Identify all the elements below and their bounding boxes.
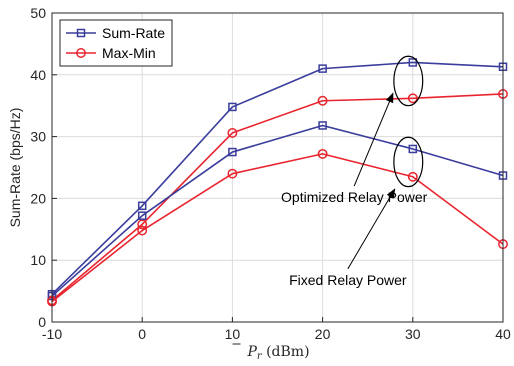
y-tick-label: 0	[38, 314, 46, 330]
annotation-ellipse	[393, 136, 424, 188]
series-line	[51, 124, 504, 297]
legend-item-sum-rate: Sum-Rate	[66, 25, 165, 41]
square-marker	[228, 102, 237, 112]
square-marker	[408, 144, 418, 154]
annotation-1: Fixed Relay Power	[289, 136, 424, 288]
x-tick-label: 0	[138, 326, 146, 342]
annotation-arrow	[347, 188, 396, 270]
y-tick-label: 30	[30, 129, 46, 145]
square-marker	[137, 201, 147, 211]
legend-box	[59, 19, 173, 67]
y-tick-label: 50	[30, 5, 46, 21]
square-marker	[137, 211, 147, 220]
legend-label: Sum-Rate	[102, 25, 165, 41]
circle-marker	[407, 171, 418, 182]
circle-marker	[407, 93, 418, 104]
x-tick-label: 10	[225, 326, 241, 342]
series-sum-rate-0	[47, 58, 508, 299]
legend-circle-marker	[76, 48, 86, 58]
x-tick-label: -10	[42, 326, 62, 342]
x-axis-label-symbol: P	[246, 344, 257, 360]
x-axis-label-unit: (dBm)	[262, 344, 310, 360]
legend: Sum-Rate Max-Min	[59, 19, 173, 67]
legend-item-max-min: Max-Min	[66, 45, 156, 61]
x-tick-label: 20	[315, 326, 331, 342]
series-sum-rate-2	[47, 121, 508, 301]
circle-marker	[317, 95, 328, 106]
series-max-min-1	[47, 89, 508, 306]
square-marker	[318, 64, 327, 73]
annotation-arrow	[353, 92, 394, 187]
annotation-label: Optimized Relay Power	[281, 189, 428, 205]
square-marker	[228, 147, 237, 157]
series-layer	[47, 58, 508, 307]
x-axis-label-subscript: r	[257, 351, 263, 362]
legend-label: Max-Min	[102, 45, 156, 61]
y-tick-label: 20	[30, 190, 46, 206]
circle-marker	[227, 127, 238, 138]
square-marker	[408, 58, 418, 67]
series-max-min-3	[47, 148, 508, 307]
annotations: Optimized Relay Power Fixed Relay Power	[281, 55, 428, 288]
series-line	[51, 93, 504, 301]
x-tick-label: 30	[405, 326, 421, 342]
y-tick-label: 40	[30, 67, 46, 83]
series-line	[51, 153, 504, 303]
square-marker	[318, 121, 327, 130]
circle-marker	[137, 219, 148, 230]
series-line	[51, 61, 504, 295]
x-tick-label: 40	[495, 326, 511, 342]
y-axis-label: Sum-Rate (bps/Hz)	[7, 108, 23, 228]
legend-square-marker	[76, 28, 86, 38]
x-axis-label: Pr (dBm)	[246, 344, 309, 362]
annotation-ellipse	[393, 55, 424, 107]
y-tick-label: 10	[30, 252, 46, 268]
plot-frame	[51, 12, 504, 323]
annotation-label: Fixed Relay Power	[289, 272, 407, 288]
circle-marker	[317, 148, 328, 159]
circle-marker	[227, 168, 238, 179]
circle-marker	[137, 225, 148, 236]
